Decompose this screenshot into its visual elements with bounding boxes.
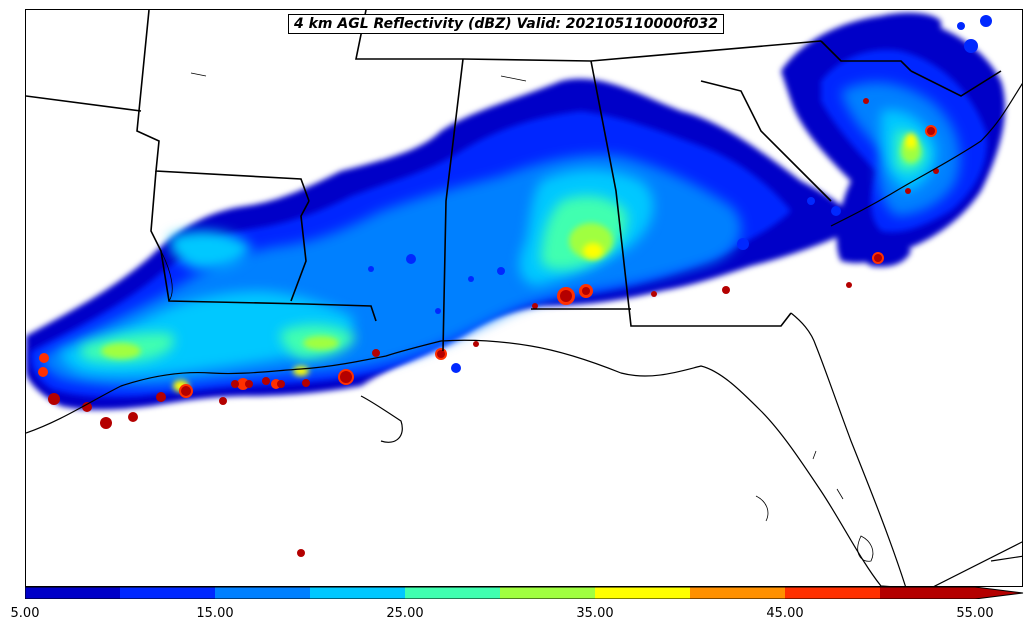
map-panel	[25, 9, 1023, 587]
colorbar-segment	[25, 587, 121, 599]
colorbar-segment	[880, 587, 976, 599]
reflectivity-cores	[38, 98, 939, 557]
colorbar-outline	[25, 587, 1024, 599]
reflectivity-map	[26, 10, 1022, 586]
reflectivity-scattered-cells	[368, 15, 992, 373]
colorbar-tick-label: 5.00	[10, 606, 40, 621]
colorbar-segment	[215, 587, 311, 599]
reflectivity-field-35dbz	[173, 133, 917, 392]
colorbar	[25, 587, 1024, 599]
colorbar-segment	[405, 587, 501, 599]
colorbar-segment	[785, 587, 881, 599]
map-title: 4 km AGL Reflectivity (dBZ) Valid: 20210…	[288, 14, 725, 34]
colorbar-tick-label: 45.00	[766, 606, 804, 621]
coastline	[26, 83, 1022, 586]
colorbar-extend-triangle	[975, 587, 1023, 599]
state-boundaries	[26, 10, 1002, 352]
colorbar-segment	[595, 587, 691, 599]
colorbar-tick-label: 25.00	[386, 606, 424, 621]
rivers	[160, 72, 874, 562]
colorbar-segment	[500, 587, 596, 599]
colorbar-segment	[310, 587, 406, 599]
colorbar-tick-label: 55.00	[956, 606, 994, 621]
colorbar-tick-label: 15.00	[196, 606, 234, 621]
colorbar-tick-label: 35.00	[576, 606, 614, 621]
colorbar-segment	[690, 587, 786, 599]
colorbar-segment	[120, 587, 216, 599]
